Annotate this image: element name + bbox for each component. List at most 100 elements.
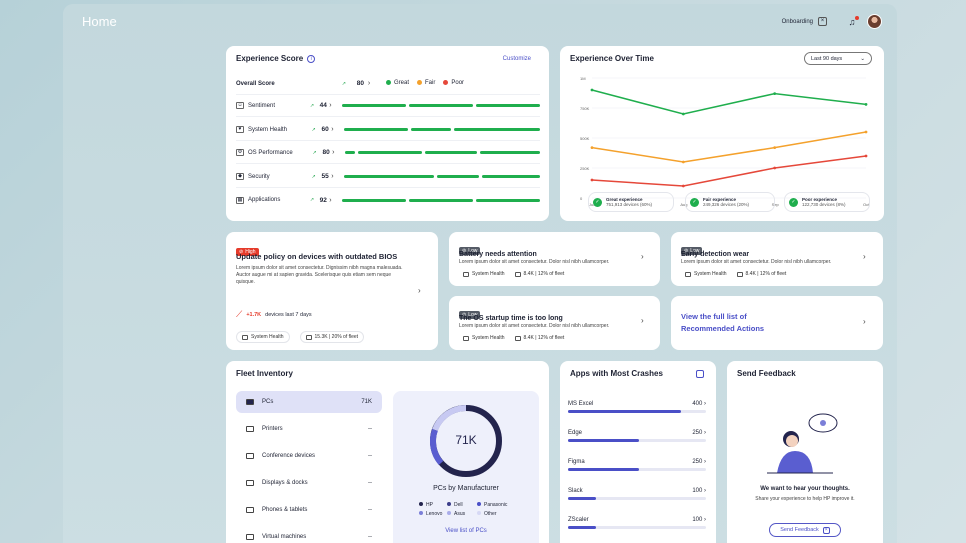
- app-name: Figma: [568, 459, 585, 465]
- legend-dell: Dell: [447, 502, 477, 508]
- trend-up-icon: ↗: [309, 197, 315, 203]
- recommendation-desc: Lorem ipsum dolor sit amet consectetur. …: [681, 259, 832, 265]
- close-icon: ×: [818, 17, 827, 26]
- system-health-icon: ♥: [236, 126, 244, 133]
- crash-bar-track: [568, 497, 706, 500]
- score-row-applications[interactable]: ▦ Applications ↗ 92 ›: [236, 189, 540, 211]
- summary-poor[interactable]: ✓ Poor experience 122,730 devices (8%): [784, 192, 870, 212]
- bell-icon[interactable]: ♫: [847, 15, 859, 27]
- y-tick-label: 0: [580, 196, 583, 201]
- view-all-recommendations-link[interactable]: View the full list of Recommended Action…: [671, 296, 883, 350]
- fleet-item-vms[interactable]: Virtual machines --: [236, 526, 382, 543]
- fleet-inventory-title: Fleet Inventory: [236, 369, 293, 378]
- range-select[interactable]: Last 90 days ⌄: [804, 52, 872, 65]
- priority-badge-low: ⊘ Low: [459, 247, 481, 255]
- y-tick-label: 750K: [580, 106, 590, 111]
- recommendation-desc: Lorem ipsum dolor sit amet consectetur. …: [236, 265, 403, 285]
- app-crash-row[interactable]: Edge 250 ›: [568, 430, 706, 442]
- meta-category: System Health: [463, 335, 505, 341]
- trend-line-icon: ⟋: [236, 309, 243, 319]
- recommendation-card-wear[interactable]: ⊘ Low Early detection wear Lorem ipsum d…: [671, 232, 883, 286]
- overall-score-row[interactable]: Overall Score ↗ 80 › Great Fair Poor: [236, 73, 540, 95]
- priority-badge-low: ⊘ Low: [681, 247, 703, 255]
- app-crash-row[interactable]: Figma 250 ›: [568, 459, 706, 471]
- trend-up-icon: ↗: [311, 173, 316, 180]
- conference-icon: [246, 453, 254, 459]
- crash-bar: [568, 410, 682, 413]
- experience-over-time-card: Experience Over Time Last 90 days ⌄ 1M 75…: [560, 46, 884, 221]
- meta-category: System Health: [685, 271, 727, 277]
- customize-link[interactable]: Customize: [502, 56, 531, 62]
- experience-score-title: Experience Score: [236, 54, 304, 63]
- app-name: ZScaler: [568, 517, 589, 523]
- recommendation-title: Early detection wear: [681, 251, 750, 258]
- check-icon: ✓: [690, 197, 699, 207]
- chevron-right-icon: ›: [367, 80, 371, 87]
- virtual-machine-icon: [246, 534, 254, 540]
- crash-bar-track: [568, 410, 706, 413]
- legend-asus: Asus: [447, 511, 477, 517]
- app-name: MS Excel: [568, 401, 594, 407]
- chevron-right-icon: ›: [863, 252, 866, 261]
- overall-score-value: 80: [356, 80, 364, 87]
- app-crash-row[interactable]: ZScaler 100 ›: [568, 517, 706, 529]
- chevron-right-icon: ›: [863, 317, 866, 326]
- recommendation-card-high[interactable]: ⊘ High Update policy on devices with out…: [226, 232, 438, 350]
- data-point: [590, 178, 594, 182]
- score-row-system-health[interactable]: ♥ System Health ↗ 60 ›: [236, 119, 540, 141]
- score-row-sentiment[interactable]: ☺ Sentiment ↗ 44 ›: [236, 95, 540, 117]
- score-bar: [344, 175, 540, 178]
- chevron-right-icon: ›: [332, 149, 335, 156]
- fleet-item-displays[interactable]: Displays & docks --: [236, 472, 382, 494]
- view-pcs-link[interactable]: View list of PCs: [445, 528, 487, 534]
- fleet-item-phones[interactable]: Phones & tablets --: [236, 499, 382, 521]
- crash-bar-track: [568, 439, 706, 442]
- recommendation-card-startup[interactable]: ⊘ Low The OS startup time is too long Lo…: [449, 296, 660, 350]
- app-crash-count: 400 ›: [692, 401, 706, 407]
- score-row-security[interactable]: ◆ Security ↗ 55 ›: [236, 166, 540, 188]
- feedback-sub: Share your experience to help HP improve…: [755, 496, 855, 502]
- legend-other: Other: [477, 511, 517, 517]
- avatar[interactable]: [867, 14, 882, 29]
- sentiment-icon: ☺: [236, 102, 244, 109]
- chevron-right-icon: ›: [329, 102, 332, 109]
- app-crash-count: 250 ›: [692, 459, 706, 465]
- priority-badge-low: ⊘ Low: [459, 311, 481, 319]
- score-bar: [344, 128, 540, 131]
- phone-icon: [246, 507, 254, 513]
- chevron-down-icon: ⌄: [860, 55, 865, 62]
- fleet-item-printers[interactable]: Printers --: [236, 418, 382, 440]
- apps-crashes-card: Apps with Most Crashes MS Excel 400 › Edge…: [560, 361, 716, 543]
- top-bar: Onboarding × ♫: [782, 14, 882, 29]
- export-icon[interactable]: [696, 370, 704, 378]
- app-crash-count: 100 ›: [692, 517, 706, 523]
- crash-bar: [568, 439, 639, 442]
- laptop-icon: [305, 334, 312, 340]
- send-feedback-button[interactable]: Send Feedback ×: [769, 523, 841, 537]
- recommendation-title: The OS startup time is too long: [459, 315, 563, 322]
- shield-icon: ◆: [236, 173, 244, 180]
- os-performance-icon: ⚙: [236, 149, 244, 156]
- recommendation-desc: Lorem ipsum dolor sit amet consectetur. …: [459, 259, 610, 265]
- score-row-os-performance[interactable]: ⚙ OS Performance ↗ 80 ›: [236, 142, 540, 164]
- app-crash-row[interactable]: MS Excel 400 ›: [568, 401, 706, 413]
- feedback-card: Send Feedback We want to hear your thoug…: [727, 361, 883, 543]
- notification-dot: [855, 15, 859, 20]
- recommendation-card-battery[interactable]: ⊘ Low Battery needs attention Lorem ipsu…: [449, 232, 660, 286]
- fleet-item-pcs[interactable]: PCs 71K: [236, 391, 382, 413]
- meta-fleet: 8.4K | 12% of fleet: [514, 271, 564, 277]
- data-point: [681, 160, 685, 164]
- experience-over-time-title: Experience Over Time: [570, 54, 654, 63]
- data-point: [590, 146, 594, 149]
- chevron-right-icon: ›: [641, 252, 644, 261]
- score-legend: Great Fair Poor: [386, 80, 464, 87]
- fleet-item-conference[interactable]: Conference devices --: [236, 445, 382, 467]
- app-crash-row[interactable]: Slack 100 ›: [568, 488, 706, 500]
- y-tick-label: 500K: [580, 136, 590, 141]
- feedback-illustration: [767, 413, 838, 474]
- summary-great[interactable]: ✓ Great experience 751,913 devices (60%): [588, 192, 674, 212]
- donut-caption: PCs by Manufacturer: [433, 485, 499, 492]
- info-icon[interactable]: i: [307, 54, 316, 63]
- onboarding-button[interactable]: Onboarding ×: [782, 17, 827, 26]
- summary-fair[interactable]: ✓ Fair experience 249,326 devices (20%): [685, 192, 775, 212]
